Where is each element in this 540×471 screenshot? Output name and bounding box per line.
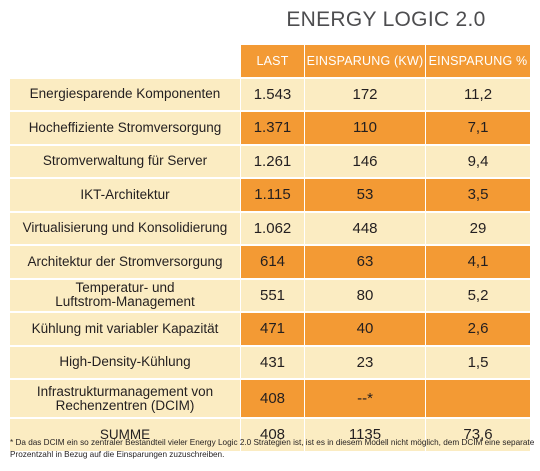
header-row: LAST EINSPARUNG (KW) EINSPARUNG %	[10, 45, 530, 77]
row-pct: 3,5	[426, 179, 530, 211]
table-row: Virtualisierung und Konsolidierung 1.062…	[10, 212, 530, 244]
row-last: 1.115	[241, 179, 304, 211]
row-label: Architektur der Stromversorgung	[10, 246, 240, 278]
row-label: Virtualisierung und Konsolidierung	[10, 212, 240, 244]
header-einsparung-kw: EINSPARUNG (KW)	[305, 45, 425, 77]
header-einsparung-pct: EINSPARUNG %	[426, 45, 530, 77]
table-row: Architektur der Stromversorgung 614 63 4…	[10, 246, 530, 278]
summary-pct: 73,6	[426, 419, 530, 451]
row-label: Kühlung mit variabler Kapazität	[10, 313, 240, 345]
row-kw: 63	[305, 246, 425, 278]
row-pct: 1,5	[426, 346, 530, 378]
row-label: Temperatur- und Luftstrom-Management	[10, 279, 240, 311]
summary-label: SUMME	[10, 419, 240, 451]
row-pct	[426, 380, 530, 417]
row-label: Infrastrukturmanagement von Rechenzentre…	[10, 380, 240, 417]
row-label: High-Density-Kühlung	[10, 346, 240, 378]
table-row: Kühlung mit variabler Kapazität 471 40 2…	[10, 313, 530, 345]
row-pct: 9,4	[426, 145, 530, 177]
row-last: 614	[241, 246, 304, 278]
row-last: 1.543	[241, 78, 304, 110]
row-pct: 5,2	[426, 279, 530, 311]
row-kw: 146	[305, 145, 425, 177]
row-pct: 29	[426, 212, 530, 244]
row-pct: 4,1	[426, 246, 530, 278]
row-last: 1.261	[241, 145, 304, 177]
row-last: 408	[241, 380, 304, 417]
row-last: 551	[241, 279, 304, 311]
summary-kw: 1135	[305, 419, 425, 451]
table-row: Hocheffiziente Stromversorgung 1.371 110…	[10, 112, 530, 144]
row-last: 431	[241, 346, 304, 378]
summary-row: SUMME 408 1135 73,6	[10, 419, 530, 451]
row-kw: --*	[305, 380, 425, 417]
header-spacer	[10, 45, 240, 77]
row-last: 471	[241, 313, 304, 345]
row-kw: 448	[305, 212, 425, 244]
row-kw: 53	[305, 179, 425, 211]
footnote: * Da das DCIM ein so zentraler Bestandte…	[10, 438, 535, 459]
row-label: Hocheffiziente Stromversorgung	[10, 112, 240, 144]
row-kw: 110	[305, 112, 425, 144]
row-label: Energiesparende Komponenten	[10, 78, 240, 110]
table-title: ENERGY LOGIC 2.0	[286, 8, 486, 31]
table-row: Temperatur- und Luftstrom-Management 551…	[10, 279, 530, 311]
table-row: High-Density-Kühlung 431 23 1,5	[10, 346, 530, 378]
table-row: IKT-Architektur 1.115 53 3,5	[10, 179, 530, 211]
header-last: LAST	[241, 45, 304, 77]
row-pct: 2,6	[426, 313, 530, 345]
table-row: Energiesparende Komponenten 1.543 172 11…	[10, 78, 530, 110]
table-row: Stromverwaltung für Server 1.261 146 9,4	[10, 145, 530, 177]
row-kw: 40	[305, 313, 425, 345]
row-label: IKT-Architektur	[10, 179, 240, 211]
row-last: 1.371	[241, 112, 304, 144]
row-pct: 7,1	[426, 112, 530, 144]
row-pct: 11,2	[426, 78, 530, 110]
row-label: Stromverwaltung für Server	[10, 145, 240, 177]
energy-table: LAST EINSPARUNG (KW) EINSPARUNG % Energi…	[10, 45, 530, 453]
row-kw: 172	[305, 78, 425, 110]
summary-last: 408	[241, 419, 304, 451]
row-last: 1.062	[241, 212, 304, 244]
row-kw: 23	[305, 346, 425, 378]
table-row: Infrastrukturmanagement von Rechenzentre…	[10, 380, 530, 417]
row-kw: 80	[305, 279, 425, 311]
